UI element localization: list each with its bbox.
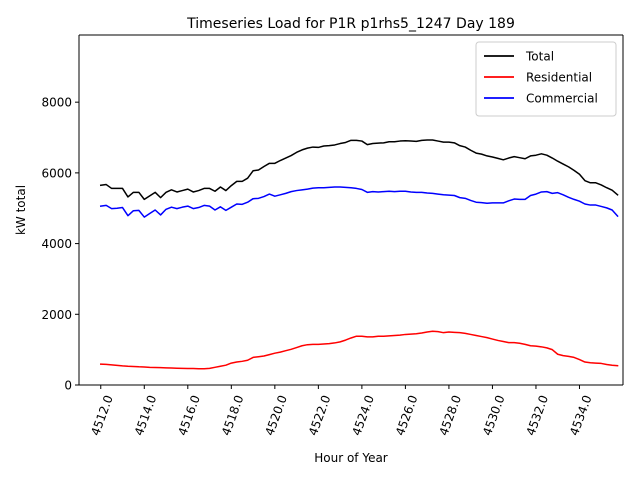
y-tick-label: 8000 [41,96,72,110]
y-axis-ticks: 0 2000 4000 6000 8000 [41,96,79,393]
legend-label-residential: Residential [526,71,592,85]
series-line-residential [99,330,619,370]
axes-frame [78,34,624,386]
y-tick-label: 6000 [41,166,72,180]
y-tick-label: 4000 [41,237,72,251]
y-tick-label: 0 [64,379,72,393]
chart-title: Timeseries Load for P1R p1rhs5_1247 Day … [186,16,515,32]
legend: Total Residential Commercial [475,41,617,117]
y-tick-label: 2000 [41,308,72,322]
legend-label-commercial: Commercial [526,92,598,106]
series-layer [99,139,619,370]
series-line-total [99,139,619,201]
x-axis-label: Hour of Year [314,451,388,465]
y-axis-label: kW total [14,185,28,235]
series-line-commercial [99,186,619,218]
legend-label-total: Total [525,50,554,64]
